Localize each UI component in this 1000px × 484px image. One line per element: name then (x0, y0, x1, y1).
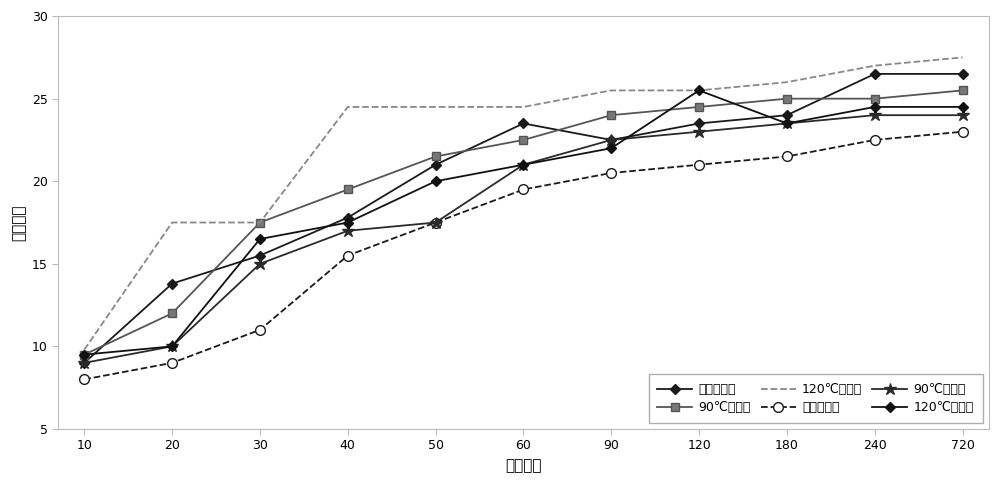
Line: 120℃（粗）: 120℃（粗） (81, 87, 966, 358)
常温（细） (869, 71, 881, 77)
90℃（粗） (517, 162, 529, 167)
120℃（粗） (342, 220, 354, 226)
120℃（细） (166, 220, 178, 226)
120℃（细） (957, 55, 969, 60)
120℃（细） (430, 104, 442, 110)
120℃（细） (605, 88, 617, 93)
120℃（细） (693, 88, 705, 93)
90℃（粗） (430, 220, 442, 226)
90℃（细） (342, 187, 354, 193)
90℃（细） (254, 220, 266, 226)
90℃（细） (957, 88, 969, 93)
常温（粗） (430, 220, 442, 226)
常温（细） (342, 215, 354, 221)
120℃（细） (254, 220, 266, 226)
常温（细） (254, 253, 266, 258)
120℃（细） (78, 347, 90, 352)
120℃（细） (781, 79, 793, 85)
常温（粗） (78, 377, 90, 382)
90℃（粗） (605, 137, 617, 143)
常温（细） (693, 121, 705, 126)
120℃（粗） (430, 178, 442, 184)
90℃（粗） (957, 112, 969, 118)
常温（粗） (957, 129, 969, 135)
120℃（粗） (166, 344, 178, 349)
120℃（细） (342, 104, 354, 110)
90℃（粗） (254, 261, 266, 267)
90℃（粗） (781, 121, 793, 126)
120℃（细） (517, 104, 529, 110)
120℃（粗） (517, 162, 529, 167)
120℃（粗） (781, 121, 793, 126)
90℃（细） (78, 352, 90, 358)
常温（粗） (605, 170, 617, 176)
120℃（粗） (78, 352, 90, 358)
常温（粗） (166, 360, 178, 366)
90℃（细） (517, 137, 529, 143)
常温（粗） (342, 253, 354, 258)
90℃（细） (781, 96, 793, 102)
Y-axis label: 膨胀倍数: 膨胀倍数 (11, 204, 26, 241)
90℃（粗） (693, 129, 705, 135)
常温（粗） (781, 153, 793, 159)
90℃（细） (605, 112, 617, 118)
120℃（细） (869, 63, 881, 69)
常温（粗） (517, 187, 529, 193)
常温（细） (166, 281, 178, 287)
Line: 90℃（细）: 90℃（细） (80, 86, 967, 359)
X-axis label: 时间，分: 时间，分 (505, 458, 542, 473)
90℃（粗） (166, 344, 178, 349)
Line: 90℃（粗）: 90℃（粗） (78, 109, 969, 369)
90℃（粗） (78, 360, 90, 366)
常温（细） (430, 162, 442, 167)
常温（粗） (869, 137, 881, 143)
120℃（粗） (605, 145, 617, 151)
90℃（细） (166, 310, 178, 316)
120℃（粗） (693, 88, 705, 93)
Line: 常温（细）: 常温（细） (81, 71, 966, 366)
Legend: 常温（细）, 90℃（细）, 120℃（细）, 常温（粗）, 90℃（粗）, 120℃（粗）: 常温（细）, 90℃（细）, 120℃（细）, 常温（粗）, 90℃（粗）, 1… (649, 374, 983, 423)
120℃（粗） (957, 104, 969, 110)
90℃（粗） (869, 112, 881, 118)
Line: 120℃（细）: 120℃（细） (84, 58, 963, 349)
120℃（粗） (869, 104, 881, 110)
90℃（细） (430, 153, 442, 159)
Line: 常温（粗）: 常温（粗） (79, 127, 967, 384)
常温（细） (517, 121, 529, 126)
常温（细） (78, 360, 90, 366)
常温（细） (957, 71, 969, 77)
90℃（粗） (342, 228, 354, 234)
常温（细） (781, 112, 793, 118)
常温（细） (605, 137, 617, 143)
120℃（粗） (254, 236, 266, 242)
90℃（细） (693, 104, 705, 110)
常温（粗） (254, 327, 266, 333)
90℃（细） (869, 96, 881, 102)
常温（粗） (693, 162, 705, 167)
